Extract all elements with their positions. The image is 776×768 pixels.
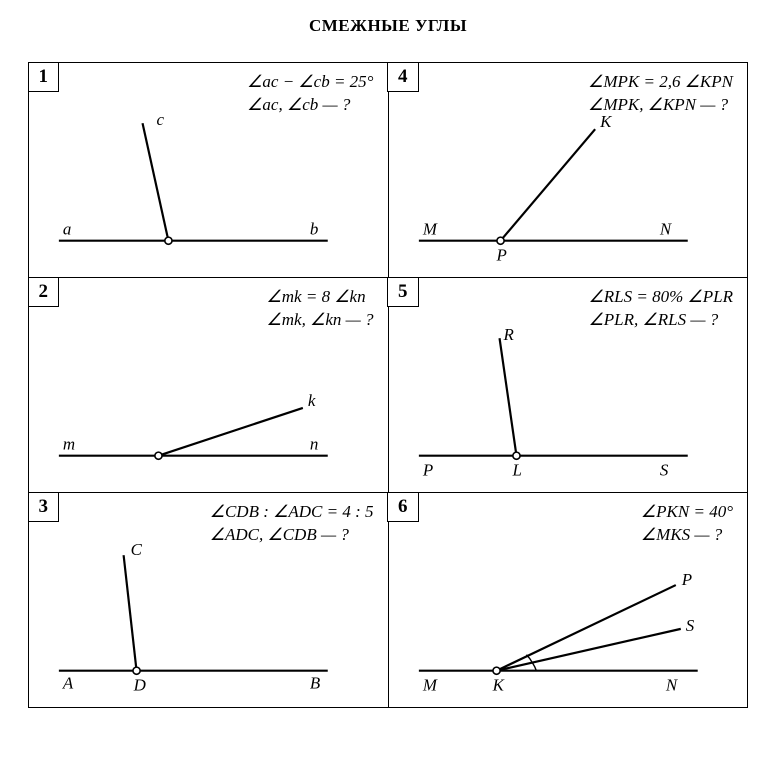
svg-text:B: B — [310, 674, 320, 693]
svg-text:L: L — [511, 461, 521, 480]
page-title: СМЕЖНЫЕ УГЛЫ — [28, 16, 748, 36]
problem-diagram: R P S L — [389, 278, 748, 492]
svg-text:m: m — [63, 435, 75, 454]
problem-diagram: c a b — [29, 63, 388, 277]
svg-text:M: M — [421, 220, 437, 239]
svg-text:P: P — [680, 570, 691, 589]
svg-text:C: C — [131, 540, 143, 559]
svg-text:D: D — [133, 676, 146, 695]
problem-cell: 3 ∠CDB : ∠ADC = 4 : 5 ∠ADC, ∠CDB — ? CAB… — [29, 493, 389, 708]
problem-cell: 4 ∠MPK = 2,6 ∠KPN ∠MPK, ∠KPN — ? KMNP — [388, 63, 748, 278]
svg-text:A: A — [62, 674, 74, 693]
svg-text:N: N — [664, 676, 678, 695]
svg-text:M: M — [421, 676, 437, 695]
problem-cell: 1 ∠ac − ∠cb = 25° ∠ac, ∠cb — ? cab — [29, 63, 389, 278]
svg-text:c: c — [156, 110, 164, 129]
svg-text:n: n — [310, 435, 318, 454]
problem-diagram: C A B D — [29, 493, 388, 707]
problem-cell: 2 ∠mk = 8 ∠kn ∠mk, ∠kn — ? kmn — [29, 278, 389, 493]
problem-cell: 6 ∠PKN = 40° ∠MKS — ? PSMNK — [388, 493, 748, 708]
svg-text:S: S — [659, 461, 668, 480]
problem-diagram: P S M N K — [389, 493, 748, 707]
svg-text:b: b — [310, 220, 318, 239]
problem-cell: 5 ∠RLS = 80% ∠PLR ∠PLR, ∠RLS — ? RPSL — [388, 278, 748, 493]
svg-text:P: P — [421, 461, 432, 480]
svg-text:R: R — [502, 325, 514, 344]
svg-text:a: a — [63, 220, 71, 239]
problem-diagram: K M N P — [389, 63, 748, 277]
svg-text:K: K — [491, 676, 504, 695]
svg-text:k: k — [308, 391, 316, 410]
svg-text:S: S — [685, 616, 694, 635]
svg-text:K: K — [599, 112, 612, 131]
svg-text:P: P — [495, 246, 506, 265]
svg-text:N: N — [658, 220, 672, 239]
problem-diagram: k m n — [29, 278, 388, 492]
problems-grid: 1 ∠ac − ∠cb = 25° ∠ac, ∠cb — ? cab 4 ∠MP… — [28, 62, 748, 708]
